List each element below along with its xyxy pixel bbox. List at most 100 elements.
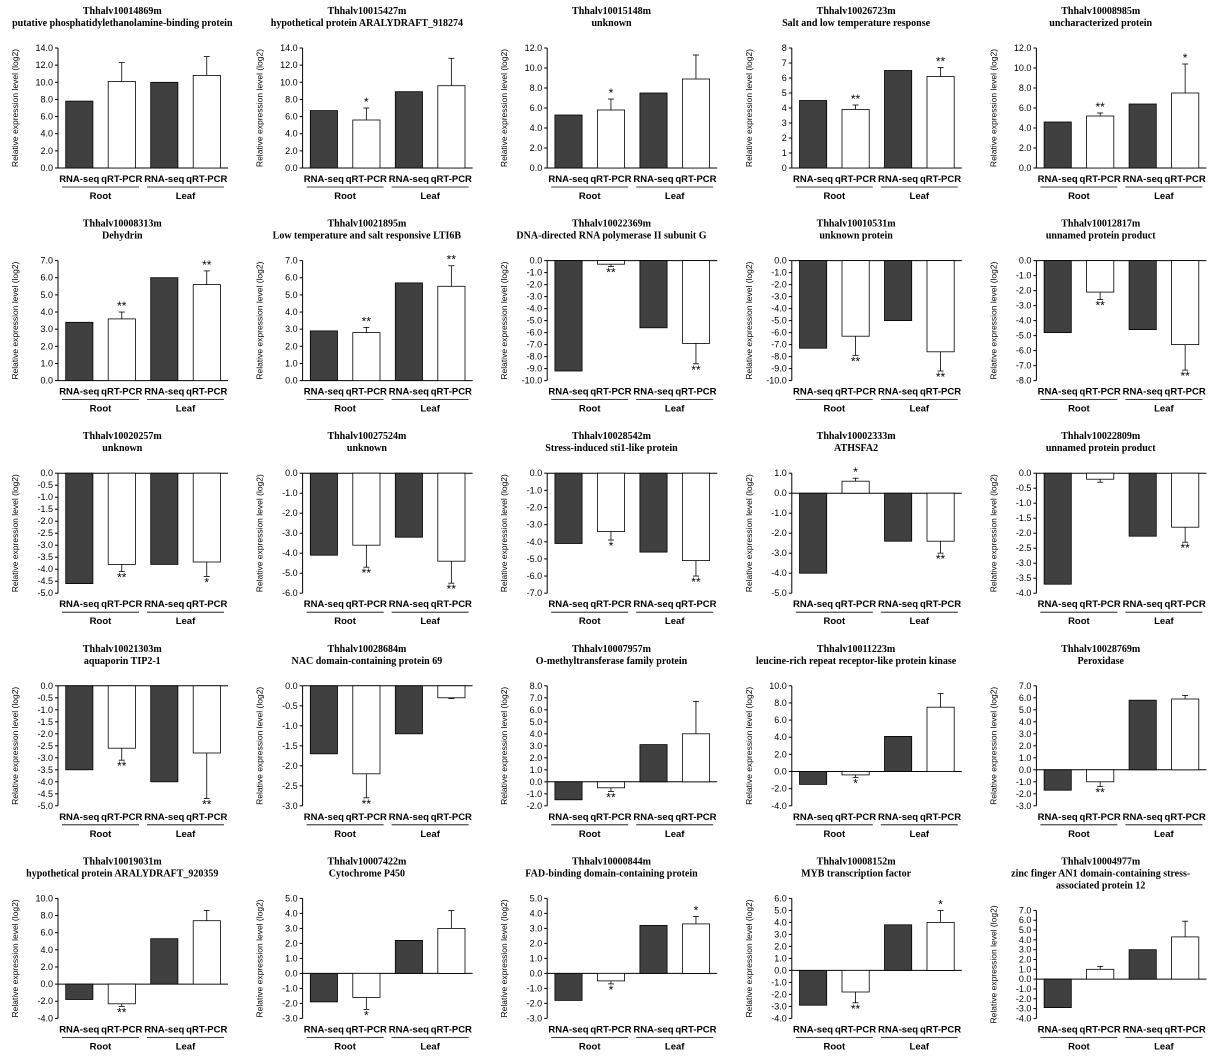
y-tick-label: -2.0 bbox=[527, 280, 543, 290]
y-tick-label: -10.0 bbox=[522, 376, 543, 386]
y-tick-label: 4 bbox=[782, 103, 787, 113]
y-tick-label: 12.0 bbox=[525, 43, 543, 53]
y-tick-label: -6.0 bbox=[1016, 346, 1032, 356]
group-label: Leaf bbox=[420, 616, 440, 627]
bar bbox=[1086, 472, 1115, 480]
y-tick-label: -1.0 bbox=[771, 508, 787, 518]
y-tick-label: -1.0 bbox=[282, 983, 298, 993]
group-label: Leaf bbox=[176, 1041, 196, 1052]
y-tick-label: -6.0 bbox=[527, 328, 543, 338]
y-tick-label: 1.0 bbox=[530, 953, 543, 963]
category-label: RNA-seq bbox=[878, 812, 918, 823]
y-tick-label: 6.0 bbox=[1019, 693, 1032, 703]
y-tick-label: 5.0 bbox=[530, 717, 543, 727]
y-tick-label: -1.0 bbox=[527, 983, 543, 993]
y-tick-label: 14.0 bbox=[280, 43, 298, 53]
y-axis-label: Relative expression level (log2) bbox=[744, 49, 754, 167]
category-label: RNA-seq bbox=[793, 812, 833, 823]
y-tick-label: -3.0 bbox=[771, 1001, 787, 1011]
y-tick-label: 1.0 bbox=[774, 468, 787, 478]
y-tick-label: 6.0 bbox=[40, 928, 53, 938]
y-tick-label: 0.0 bbox=[530, 777, 543, 787]
significance-mark: ** bbox=[117, 571, 127, 585]
bar bbox=[884, 735, 913, 772]
category-label: qRT-PCR bbox=[590, 812, 631, 823]
chart-title: Low temperature and salt responsive LTI6… bbox=[273, 231, 462, 242]
y-axis-label: Relative expression level (log2) bbox=[499, 49, 509, 167]
y-tick-label: -3.0 bbox=[527, 292, 543, 302]
category-label: RNA-seq bbox=[144, 174, 184, 185]
category-label: RNA-seq bbox=[1038, 174, 1078, 185]
y-tick-label: 2.0 bbox=[530, 938, 543, 948]
bar bbox=[437, 472, 466, 562]
y-tick-label: -4.0 bbox=[771, 801, 787, 811]
category-label: RNA-seq bbox=[144, 387, 184, 398]
bar bbox=[394, 91, 423, 169]
y-tick-label: -7.0 bbox=[771, 340, 787, 350]
group-label: Leaf bbox=[665, 191, 685, 202]
y-tick-label: 2.0 bbox=[1019, 741, 1032, 751]
chart-title: Thhalv10010531m bbox=[817, 219, 897, 230]
y-tick-label: 4.0 bbox=[1019, 717, 1032, 727]
y-axis-label: Relative expression level (log2) bbox=[255, 474, 265, 592]
bar bbox=[1043, 121, 1072, 169]
y-tick-label: 2.0 bbox=[285, 341, 298, 351]
y-tick-label: 12.0 bbox=[1014, 43, 1032, 53]
y-tick-label: 6.0 bbox=[530, 103, 543, 113]
category-label: qRT-PCR bbox=[186, 812, 227, 823]
significance-mark: ** bbox=[936, 552, 946, 566]
y-tick-label: -4.0 bbox=[37, 564, 53, 574]
y-tick-label: -2.0 bbox=[527, 998, 543, 1008]
y-tick-label: 10.0 bbox=[1014, 63, 1032, 73]
y-tick-label: -1.0 bbox=[1016, 777, 1032, 787]
y-tick-label: -2.5 bbox=[1016, 543, 1032, 553]
y-axis-label: Relative expression level (log2) bbox=[988, 905, 998, 1023]
y-tick-label: 0.0 bbox=[774, 488, 787, 498]
y-axis-label: Relative expression level (log2) bbox=[10, 899, 20, 1017]
chart-title: Thhalv10012817m bbox=[1061, 219, 1141, 230]
category-label: RNA-seq bbox=[144, 599, 184, 610]
chart-title: unknown bbox=[591, 18, 631, 29]
category-label: qRT-PCR bbox=[835, 599, 876, 610]
significance-mark: ** bbox=[851, 92, 861, 106]
bar bbox=[1128, 103, 1157, 169]
category-label: RNA-seq bbox=[633, 174, 673, 185]
y-tick-label: 0.0 bbox=[774, 767, 787, 777]
y-tick-label: -3.0 bbox=[771, 548, 787, 558]
chart-title: putative phosphatidylethanolamine-bindin… bbox=[12, 18, 233, 29]
y-tick-label: 2.0 bbox=[40, 962, 53, 972]
category-label: qRT-PCR bbox=[1165, 387, 1206, 398]
y-axis-label: Relative expression level (log2) bbox=[988, 261, 998, 379]
bar bbox=[1128, 949, 1157, 980]
y-tick-label: -4.5 bbox=[37, 789, 53, 799]
bar bbox=[352, 973, 381, 998]
group-label: Root bbox=[579, 191, 601, 202]
y-tick-label: 6.0 bbox=[285, 112, 298, 122]
y-tick-label: -2.5 bbox=[282, 781, 298, 791]
bar bbox=[841, 109, 870, 169]
significance-mark: ** bbox=[117, 759, 127, 773]
y-tick-label: 0.0 bbox=[1019, 163, 1032, 173]
y-tick-label: 1.0 bbox=[1019, 964, 1032, 974]
y-tick-label: 1.0 bbox=[285, 358, 298, 368]
y-tick-label: 0.0 bbox=[285, 376, 298, 386]
category-label: qRT-PCR bbox=[920, 599, 961, 610]
category-label: qRT-PCR bbox=[431, 599, 472, 610]
y-tick-label: 0 bbox=[782, 163, 787, 173]
y-tick-label: 2.0 bbox=[40, 146, 53, 156]
bar bbox=[1043, 260, 1072, 334]
y-tick-label: -9.0 bbox=[771, 364, 787, 374]
group-label: Root bbox=[90, 616, 112, 627]
group-label: Root bbox=[334, 191, 356, 202]
bar bbox=[192, 472, 221, 563]
y-tick-label: 3.0 bbox=[530, 741, 543, 751]
bar bbox=[597, 781, 626, 789]
chart-title: aquaporin TIP2-1 bbox=[84, 656, 161, 667]
group-label: Leaf bbox=[176, 829, 196, 840]
